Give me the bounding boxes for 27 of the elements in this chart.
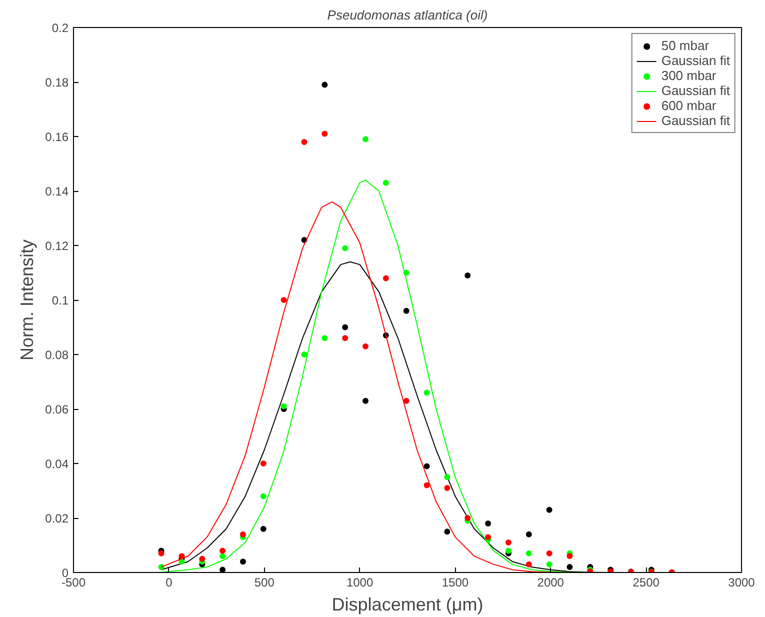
y-tick-label: 0.16 bbox=[45, 130, 69, 144]
y-tick-label: 0.08 bbox=[45, 348, 69, 362]
x-tick-label: 3000 bbox=[728, 576, 756, 590]
x-tick-label: 1000 bbox=[346, 576, 374, 590]
x-tick-label: 500 bbox=[254, 576, 275, 590]
y-tick-label: 0.1 bbox=[52, 294, 69, 308]
legend-label: Gaussian fit bbox=[661, 53, 730, 68]
y-tick-label: 0.02 bbox=[45, 512, 69, 526]
y-tick-label: 0.14 bbox=[45, 184, 69, 198]
legend-label: 50 mbar bbox=[661, 38, 710, 53]
y-tick-label: 0.2 bbox=[52, 21, 69, 35]
y-tick-label: 0.18 bbox=[45, 76, 69, 90]
chart-title: Pseudomonas atlantica (oil) bbox=[327, 8, 488, 22]
x-tick-label: 0 bbox=[166, 576, 173, 590]
y-axis-title: Norm. Intensity bbox=[17, 239, 38, 361]
x-axis-title: Displacement (μm) bbox=[332, 594, 484, 614]
x-tick-label: 1500 bbox=[442, 576, 469, 590]
legend-label: Gaussian fit bbox=[661, 113, 730, 128]
y-tick-label: 0.04 bbox=[45, 457, 69, 471]
x-tick-label: 2500 bbox=[632, 576, 660, 590]
y-tick-label: 0.12 bbox=[45, 239, 69, 253]
legend-label: 600 mbar bbox=[661, 98, 716, 113]
legend-label: 300 mbar bbox=[661, 68, 716, 83]
legend-label: Gaussian fit bbox=[661, 83, 730, 98]
y-tick-label: 0.06 bbox=[45, 402, 69, 416]
x-tick-label: -500 bbox=[61, 576, 86, 590]
x-tick-label: 2000 bbox=[537, 576, 564, 590]
